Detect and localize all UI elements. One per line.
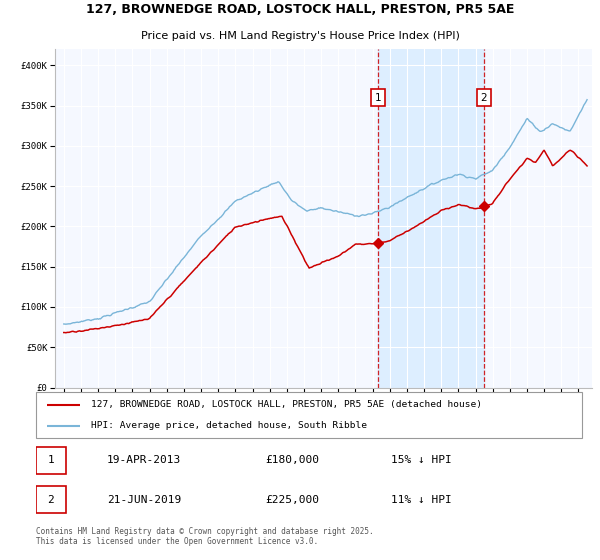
FancyBboxPatch shape (36, 486, 66, 513)
Text: 11% ↓ HPI: 11% ↓ HPI (391, 494, 452, 505)
Text: 127, BROWNEDGE ROAD, LOSTOCK HALL, PRESTON, PR5 5AE: 127, BROWNEDGE ROAD, LOSTOCK HALL, PREST… (86, 3, 514, 16)
Text: 2: 2 (47, 494, 54, 505)
Text: Price paid vs. HM Land Registry's House Price Index (HPI): Price paid vs. HM Land Registry's House … (140, 31, 460, 41)
Text: 1: 1 (374, 92, 381, 102)
Text: 19-APR-2013: 19-APR-2013 (107, 455, 181, 465)
Bar (378, 49, 484, 388)
FancyBboxPatch shape (36, 392, 582, 438)
Text: 21-JUN-2019: 21-JUN-2019 (107, 494, 181, 505)
Text: 2: 2 (480, 92, 487, 102)
Text: 1: 1 (47, 455, 54, 465)
Text: 127, BROWNEDGE ROAD, LOSTOCK HALL, PRESTON, PR5 5AE (detached house): 127, BROWNEDGE ROAD, LOSTOCK HALL, PREST… (91, 400, 482, 409)
Text: Contains HM Land Registry data © Crown copyright and database right 2025.
This d: Contains HM Land Registry data © Crown c… (36, 527, 374, 547)
FancyBboxPatch shape (36, 447, 66, 474)
Text: £225,000: £225,000 (265, 494, 319, 505)
Text: £180,000: £180,000 (265, 455, 319, 465)
Text: 15% ↓ HPI: 15% ↓ HPI (391, 455, 452, 465)
Text: HPI: Average price, detached house, South Ribble: HPI: Average price, detached house, Sout… (91, 422, 367, 431)
